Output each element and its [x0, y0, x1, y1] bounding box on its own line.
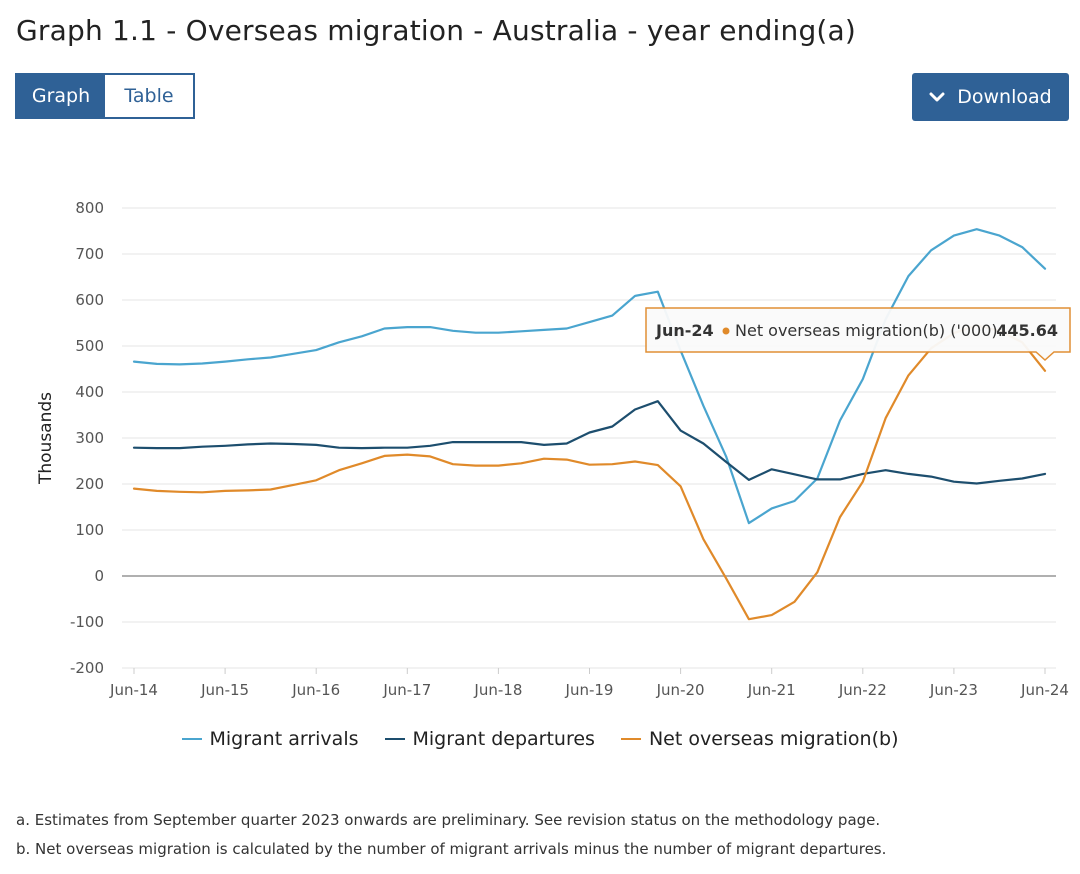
legend-label: Net overseas migration(b): [648, 728, 899, 750]
footnote-a: a. Estimates from September quarter 2023…: [16, 811, 881, 829]
y-axis-label: Thousands: [36, 392, 56, 485]
tooltip-period: Jun-24: [655, 321, 714, 340]
x-tick-label: Jun-24: [1020, 681, 1069, 699]
chevron-down-icon: [929, 91, 945, 103]
y-tick-label: 700: [75, 245, 104, 263]
legend-swatch: [181, 738, 202, 740]
series-line-departures: [132, 400, 1047, 485]
x-tick-label: Jun-14: [109, 681, 158, 699]
tooltip-dot: [722, 327, 730, 335]
y-tick-label: 100: [75, 521, 104, 539]
y-tick-label: 800: [75, 199, 104, 217]
x-tick-label: Jun-22: [838, 681, 887, 699]
legend-item-net[interactable]: Net overseas migration(b): [620, 728, 899, 750]
x-tick-label: Jun-17: [382, 681, 431, 699]
x-tick-label: Jun-16: [291, 681, 340, 699]
legend-label: Migrant arrivals: [209, 728, 359, 750]
y-tick-label: 200: [75, 475, 104, 493]
download-button[interactable]: Download: [912, 73, 1069, 121]
legend-swatch: [620, 738, 641, 740]
series-line-net: [132, 324, 1047, 621]
legend-swatch: [384, 738, 405, 740]
x-tick-label: Jun-15: [200, 681, 249, 699]
y-tick-label: 600: [75, 291, 104, 309]
x-tick-label: Jun-23: [929, 681, 978, 699]
footnote-b: b. Net overseas migration is calculated …: [16, 840, 887, 858]
legend-label: Migrant departures: [412, 728, 595, 750]
y-tick-label: -200: [70, 659, 104, 677]
x-tick-label: Jun-20: [656, 681, 705, 699]
y-tick-label: 400: [75, 383, 104, 401]
footnotes: a. Estimates from September quarter 2023…: [16, 806, 886, 864]
tooltip-value: 445.64: [996, 321, 1058, 340]
y-tick-label: -100: [70, 613, 104, 631]
legend-item-departures[interactable]: Migrant departures: [384, 728, 595, 750]
view-toggle: Graph Table: [15, 73, 195, 119]
y-tick-label: 0: [94, 567, 104, 585]
tab-graph[interactable]: Graph: [17, 75, 105, 117]
x-tick-label: Jun-21: [747, 681, 796, 699]
chart-legend: Migrant arrivals Migrant departures Net ov…: [0, 728, 1080, 750]
x-tick-label: Jun-18: [473, 681, 522, 699]
y-tick-label: 300: [75, 429, 104, 447]
download-label: Download: [957, 86, 1052, 108]
y-tick-label: 500: [75, 337, 104, 355]
series-line-arrivals: [132, 228, 1047, 525]
line-chart: -200 -100 0 100 200 300 400 500 600 700 800 Jun-14 J…: [36, 199, 1071, 699]
tooltip-series: Net overseas migration(b) ('000):: [735, 321, 1003, 340]
legend-item-arrivals[interactable]: Migrant arrivals: [181, 728, 359, 750]
tab-table[interactable]: Table: [105, 75, 193, 117]
x-tick-label: Jun-19: [565, 681, 614, 699]
tooltip-box: [645, 307, 1071, 362]
page-title: Graph 1.1 - Overseas migration - Austral…: [16, 14, 857, 47]
